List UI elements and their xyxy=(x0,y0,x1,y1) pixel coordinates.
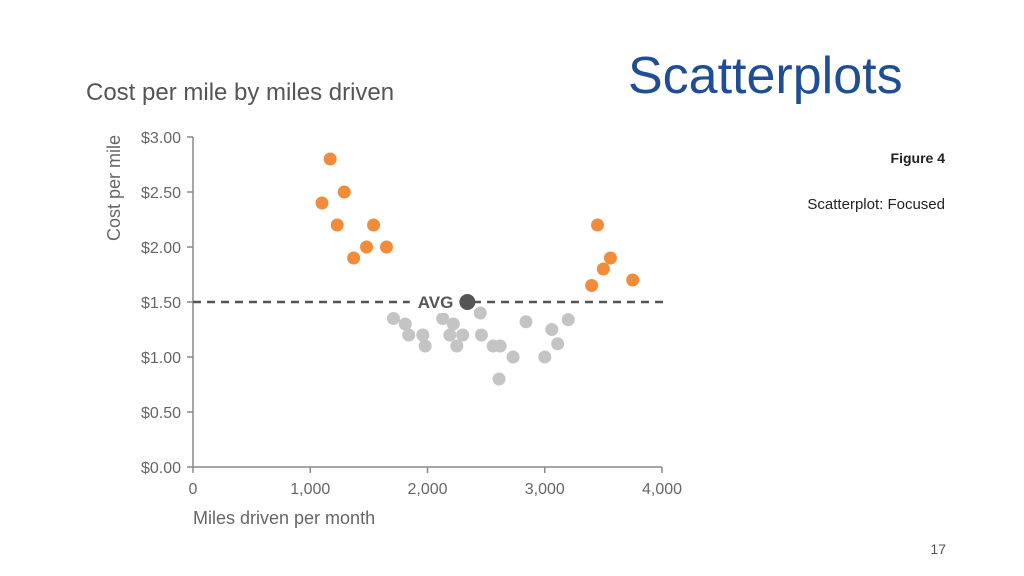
x-tick-label: 3,000 xyxy=(525,481,565,498)
muted-data-point xyxy=(450,339,464,353)
x-tick-label: 2,000 xyxy=(407,481,447,498)
muted-data-point xyxy=(492,372,506,386)
highlight-data-point xyxy=(323,152,337,166)
muted-data-point xyxy=(545,323,559,336)
muted-data-point xyxy=(561,313,575,327)
muted-data-point xyxy=(506,350,520,364)
data-points xyxy=(315,152,640,386)
y-tick-label: $0.50 xyxy=(141,405,181,422)
highlight-data-point xyxy=(315,196,329,210)
average-label: AVG xyxy=(418,293,454,312)
muted-data-point xyxy=(456,328,470,342)
y-tick-label: $1.00 xyxy=(141,350,181,367)
highlight-data-point xyxy=(379,240,393,254)
x-ticks: 0 1,000 2,000 3,000 4,000 xyxy=(189,467,682,498)
muted-data-point xyxy=(473,306,487,320)
x-tick-label: 1,000 xyxy=(290,481,330,498)
muted-data-point xyxy=(443,328,457,342)
x-tick-label: 0 xyxy=(189,481,198,498)
highlight-data-point xyxy=(347,251,361,265)
scatter-chart: Cost per mile by miles driven Cost per m… xyxy=(86,79,682,528)
muted-data-point xyxy=(418,339,432,353)
y-tick-label: $2.00 xyxy=(141,240,181,257)
chart-title: Cost per mile by miles driven xyxy=(86,79,394,106)
y-tick-label: $1.50 xyxy=(141,295,181,312)
muted-data-point xyxy=(474,328,488,342)
highlight-data-point xyxy=(603,251,617,265)
muted-data-point xyxy=(402,328,416,342)
highlight-data-point xyxy=(360,240,374,254)
figure-caption: Scatterplot: Focused xyxy=(807,196,945,213)
y-tick-label: $3.00 xyxy=(141,130,181,147)
highlight-data-point xyxy=(626,273,640,287)
highlight-data-point xyxy=(596,262,610,276)
highlight-data-point xyxy=(330,218,344,232)
highlight-data-point xyxy=(591,218,605,232)
muted-data-point xyxy=(386,312,400,325)
muted-data-point xyxy=(493,339,507,353)
y-axis-label: Cost per mile xyxy=(104,135,124,241)
muted-data-point xyxy=(519,315,533,329)
highlight-data-point xyxy=(337,185,351,199)
muted-data-point xyxy=(436,312,450,325)
page-number: 17 xyxy=(930,541,946,557)
highlight-data-point xyxy=(585,279,599,292)
slide-title: Scatterplots xyxy=(628,47,903,105)
average-label-background xyxy=(409,291,462,313)
y-ticks: $0.00 $0.50 $1.00 $1.50 $2.00 $2.50 $3.00 xyxy=(141,130,193,477)
y-tick-label: $2.50 xyxy=(141,185,181,202)
figure-label: Figure 4 xyxy=(890,150,945,166)
muted-data-point xyxy=(398,317,412,331)
highlight-data-point xyxy=(367,218,381,232)
average-point xyxy=(459,294,476,310)
muted-data-point xyxy=(416,328,430,342)
x-axis-label: Miles driven per month xyxy=(193,508,375,528)
y-tick-label: $0.00 xyxy=(141,460,181,477)
muted-data-point xyxy=(551,337,565,351)
muted-data-point xyxy=(446,317,460,331)
muted-data-point xyxy=(538,350,552,364)
x-tick-label: 4,000 xyxy=(642,481,682,498)
